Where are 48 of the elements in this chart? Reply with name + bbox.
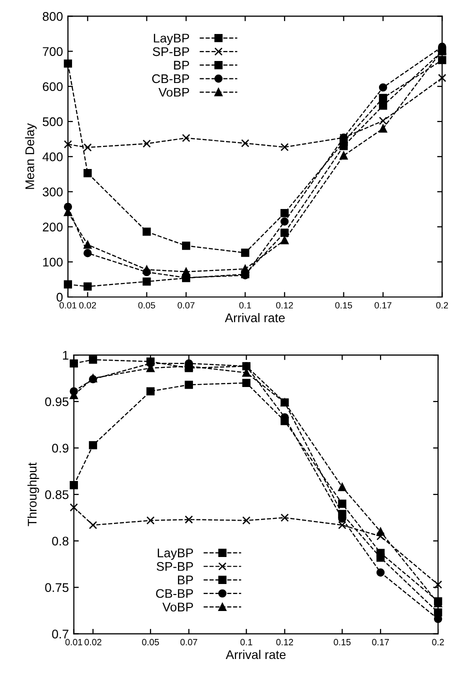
- x-tick-label: 0.2: [432, 638, 444, 646]
- x-tick-label: 0.07: [178, 302, 194, 308]
- legend-label: BP: [178, 576, 193, 584]
- y-tick-label: 800: [42, 12, 63, 21]
- y-tick-label: 0: [56, 292, 63, 302]
- y-tick-label: 0.95: [45, 397, 68, 406]
- y-tick-label: 1: [62, 350, 68, 360]
- y-tick-label: 0.7: [52, 630, 68, 638]
- x-tick-label: 0.02: [79, 302, 96, 308]
- y-axis-title: Throughput: [27, 462, 40, 526]
- x-tick-label: 0.17: [374, 302, 392, 308]
- y-tick-label: 400: [42, 152, 63, 162]
- legend-label: SP-BP: [152, 47, 190, 56]
- legend-label: LayBP: [158, 548, 193, 560]
- legend-label: VoBP: [162, 602, 193, 612]
- x-tick-label: 0.12: [276, 638, 294, 646]
- legend-label: BP: [174, 60, 190, 70]
- x-tick-label: 0.02: [84, 638, 102, 646]
- y-axis-title: Mean Delay: [25, 123, 37, 189]
- legend-label: CB-BP: [152, 74, 190, 84]
- x-axis-title: Arrival rate: [226, 650, 286, 660]
- y-tick-label: 500: [42, 117, 63, 126]
- x-axis-title: Arrival rate: [224, 313, 285, 322]
- x-tick-label: 0.07: [180, 638, 198, 646]
- legend-label: CB-BP: [156, 589, 193, 598]
- y-tick-label: 0.85: [45, 490, 68, 500]
- y-tick-label: 200: [42, 222, 63, 232]
- x-tick-label: 0.12: [276, 302, 293, 308]
- y-tick-label: 300: [42, 188, 63, 196]
- x-tick-label: 0.05: [142, 638, 159, 646]
- x-tick-label: 0.15: [334, 638, 351, 646]
- y-tick-label: 0.75: [45, 583, 68, 592]
- legend-label: LayBP: [154, 34, 190, 46]
- x-tick-label: 0.01: [65, 638, 82, 646]
- legend-label: SP-BP: [156, 562, 193, 571]
- x-tick-label: 0.15: [335, 302, 352, 308]
- x-tick-label: 0.01: [60, 302, 76, 308]
- y-tick-label: 100: [43, 258, 63, 267]
- x-tick-label: 0.05: [138, 302, 156, 308]
- x-tick-label: 0.2: [436, 302, 448, 308]
- x-tick-label: 0.1: [240, 638, 252, 646]
- y-tick-label: 700: [42, 47, 63, 56]
- legend-label: VoBP: [158, 88, 190, 97]
- y-tick-label: 600: [42, 82, 63, 92]
- y-tick-label: 0.9: [52, 444, 68, 453]
- y-tick-label: 0.8: [52, 536, 68, 546]
- x-tick-label: 0.17: [372, 638, 389, 646]
- x-tick-label: 0.1: [239, 302, 252, 308]
